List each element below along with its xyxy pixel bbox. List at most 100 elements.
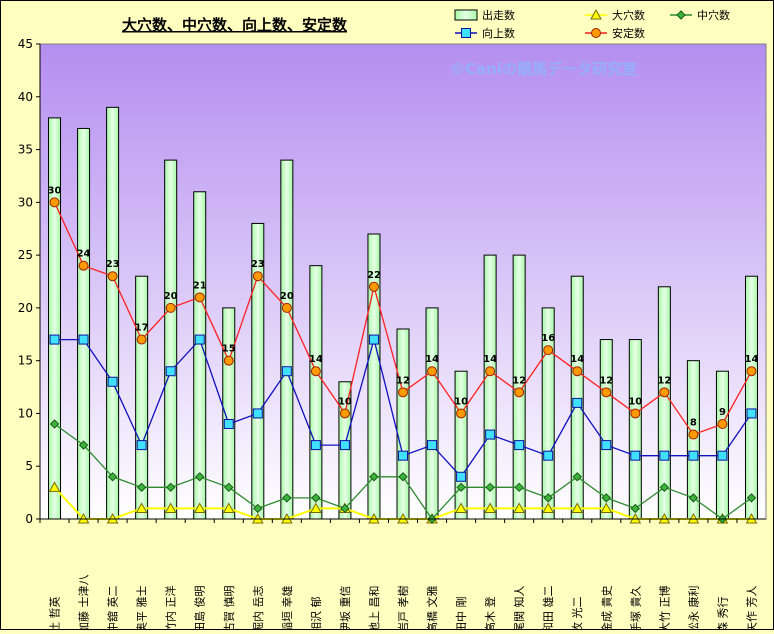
marker-中穴数 [601, 493, 611, 503]
x-tick-label: 竹内 正洋 [164, 586, 178, 631]
marker-向上数 [339, 440, 350, 451]
data-label-安定数: 21 [193, 280, 207, 291]
marker-向上数 [194, 334, 205, 345]
marker-中穴数 [398, 472, 408, 482]
marker-大穴数 [310, 502, 322, 513]
bar-出走数 [135, 275, 149, 520]
marker-安定数 [223, 355, 234, 366]
marker-中穴数 [456, 482, 466, 493]
marker-中穴数 [78, 440, 89, 450]
marker-向上数 [717, 450, 728, 461]
x-tick-label: 金成 貴史 [599, 586, 613, 631]
x-tick-label: 奥平 雅士 [135, 586, 149, 631]
marker-中穴数 [311, 493, 321, 503]
y-tick-label: 35 [18, 143, 33, 157]
marker-向上数 [252, 408, 263, 419]
y-tick-label: 10 [18, 406, 33, 420]
marker-向上数 [688, 450, 699, 461]
marker-中穴数 [340, 503, 350, 514]
marker-安定数 [630, 408, 641, 419]
data-label-安定数: 14 [745, 354, 759, 365]
x-tick-label: 田島 俊明 [193, 586, 207, 631]
bar-出走数 [744, 275, 758, 520]
data-label-安定数: 17 [135, 323, 149, 334]
legend-label: 出走数 [482, 8, 515, 22]
y-tick-label: 0 [25, 512, 33, 526]
marker-大穴数 [48, 481, 61, 492]
marker-向上数 [49, 334, 60, 345]
bar-出走数 [628, 339, 642, 520]
marker-中穴数 [282, 493, 292, 503]
marker-向上数 [281, 366, 292, 377]
marker-向上数 [746, 408, 757, 419]
marker-向上数 [78, 334, 89, 345]
data-label-安定数: 14 [309, 354, 323, 365]
data-labels: 30 24 23 17 20 21 15 23 20 14 10 22 12 14 10 14 12 16 14 12… [48, 185, 759, 428]
marker-安定数 [427, 366, 438, 377]
marker-安定数 [78, 260, 89, 271]
y-tick-label: 40 [18, 90, 33, 104]
marker-大穴数 [455, 502, 467, 513]
marker-中穴数 [746, 493, 757, 503]
marker-向上数 [543, 450, 554, 461]
marker-中穴数 [543, 493, 553, 503]
y-tick-label: 30 [18, 195, 33, 209]
x-tick-label: 田中 剛 [455, 597, 468, 631]
x-tick-label: 大竹 正博 [657, 586, 671, 631]
marker-向上数 [572, 397, 583, 408]
x-tick-label: 松永 康利 [686, 586, 700, 631]
data-label-安定数: 24 [77, 249, 91, 260]
y-tick-label: 45 [18, 37, 33, 51]
marker-向上数 [659, 450, 670, 461]
bar-出走数 [483, 254, 497, 520]
legend-label: 向上数 [482, 26, 515, 40]
marker-安定数 [49, 197, 60, 208]
marker-向上数 [398, 450, 408, 461]
y-tick-label: 5 [25, 459, 33, 473]
marker-安定数 [485, 366, 496, 377]
x-tick-label: 池上 昌和 [368, 586, 381, 631]
marker-中穴数 [49, 419, 60, 429]
marker-安定数 [398, 387, 408, 398]
marker-安定数 [136, 334, 147, 345]
x-axis: 辻 哲英 加藤 士津八 中舘 英二 奥平 雅士 竹内 正洋 田島 俊明 古賀 慎明 堀内 岳志… [39, 518, 766, 633]
marker-大穴数 [222, 502, 235, 513]
marker-向上数 [107, 376, 118, 387]
data-label-安定数: 23 [106, 259, 120, 270]
marker-安定数 [194, 292, 205, 303]
marker-大穴数 [484, 502, 496, 513]
data-label-安定数: 9 [719, 407, 726, 418]
marker-安定数 [688, 429, 699, 440]
bar-出走数 [164, 159, 178, 520]
x-tick-label: 牧 光二 [570, 597, 584, 631]
data-label-安定数: 16 [541, 333, 555, 344]
chart-title: 大穴数、中穴数、向上数、安定数 [122, 16, 348, 34]
x-tick-label: 伊坂 重信 [338, 586, 352, 631]
marker-安定数 [252, 271, 263, 282]
marker-中穴数 [514, 482, 524, 493]
marker-中穴数 [659, 482, 670, 493]
marker-向上数 [223, 419, 234, 429]
marker-中穴数 [572, 472, 582, 482]
marker-向上数 [601, 440, 612, 451]
marker-中穴数 [485, 482, 495, 493]
x-tick-label: 中舘 英二 [106, 586, 120, 631]
bar-出走数 [193, 191, 207, 520]
data-label-安定数: 23 [251, 259, 265, 270]
marker-安定数 [310, 366, 321, 377]
bar-出走数 [425, 307, 439, 520]
x-tick-label: 加藤 士津八 [78, 575, 91, 631]
bar-出走数 [77, 127, 91, 520]
marker-安定数 [659, 387, 670, 398]
y-tick-label: 20 [18, 301, 33, 315]
marker-安定数 [456, 408, 467, 419]
marker-安定数 [514, 387, 525, 398]
x-tick-label: 堀内 岳志 [251, 586, 265, 631]
marker-中穴数 [195, 472, 205, 482]
bar-出走数 [106, 106, 120, 520]
marker-中穴数 [688, 493, 699, 503]
marker-安定数 [107, 271, 118, 282]
